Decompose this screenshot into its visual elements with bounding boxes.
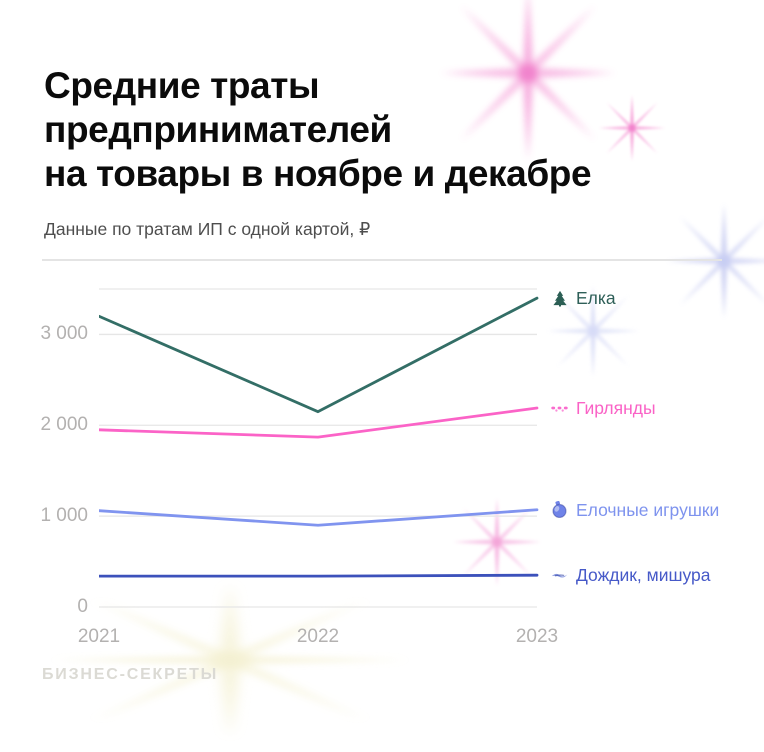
- y-axis-tick-label: 2 000: [40, 414, 88, 436]
- legend-label: Дождик, мишура: [576, 565, 711, 586]
- series-line: [99, 508, 539, 527]
- chart-plot-svg: [99, 288, 539, 608]
- chart-subtitle: Данные по тратам ИП с одной картой, ₽: [44, 219, 371, 239]
- series-line: [99, 406, 539, 439]
- legend-item: Гирлянды: [551, 397, 656, 419]
- legend-label: Елочные игрушки: [576, 499, 720, 520]
- ornament-ball-icon: [551, 501, 568, 519]
- y-axis-tick-label: 0: [77, 596, 88, 617]
- fir-tree-icon: [551, 290, 568, 307]
- brand-logo: БИЗНЕС-СЕКРЕТЫ: [42, 666, 219, 683]
- y-axis-tick-label: 3 000: [40, 323, 88, 345]
- title-line-1: Средние траты: [44, 65, 320, 106]
- legend-label: Елка: [576, 288, 616, 309]
- title-line-2: предпринимателей: [44, 109, 392, 150]
- legend-label: Гирлянды: [576, 398, 656, 419]
- page-title: Средние траты предпринимателей на товары…: [44, 64, 592, 196]
- y-axis-tick-label: 1 000: [40, 505, 88, 527]
- series-line: [99, 573, 539, 578]
- tinsel-icon: [551, 567, 568, 584]
- separator-line: [42, 259, 722, 261]
- x-axis-tick-label: 2022: [296, 626, 340, 647]
- x-axis-tick-label: 2021: [77, 626, 121, 647]
- legend-item: Елка: [551, 287, 616, 309]
- legend-item: Дождик, мишура: [551, 564, 711, 586]
- series-line: [99, 296, 539, 414]
- garland-icon: [551, 400, 568, 417]
- legend-item: Елочные игрушки: [551, 499, 719, 521]
- title-line-3: на товары в ноябре и декабре: [44, 153, 592, 194]
- x-axis-tick-label: 2023: [515, 626, 559, 647]
